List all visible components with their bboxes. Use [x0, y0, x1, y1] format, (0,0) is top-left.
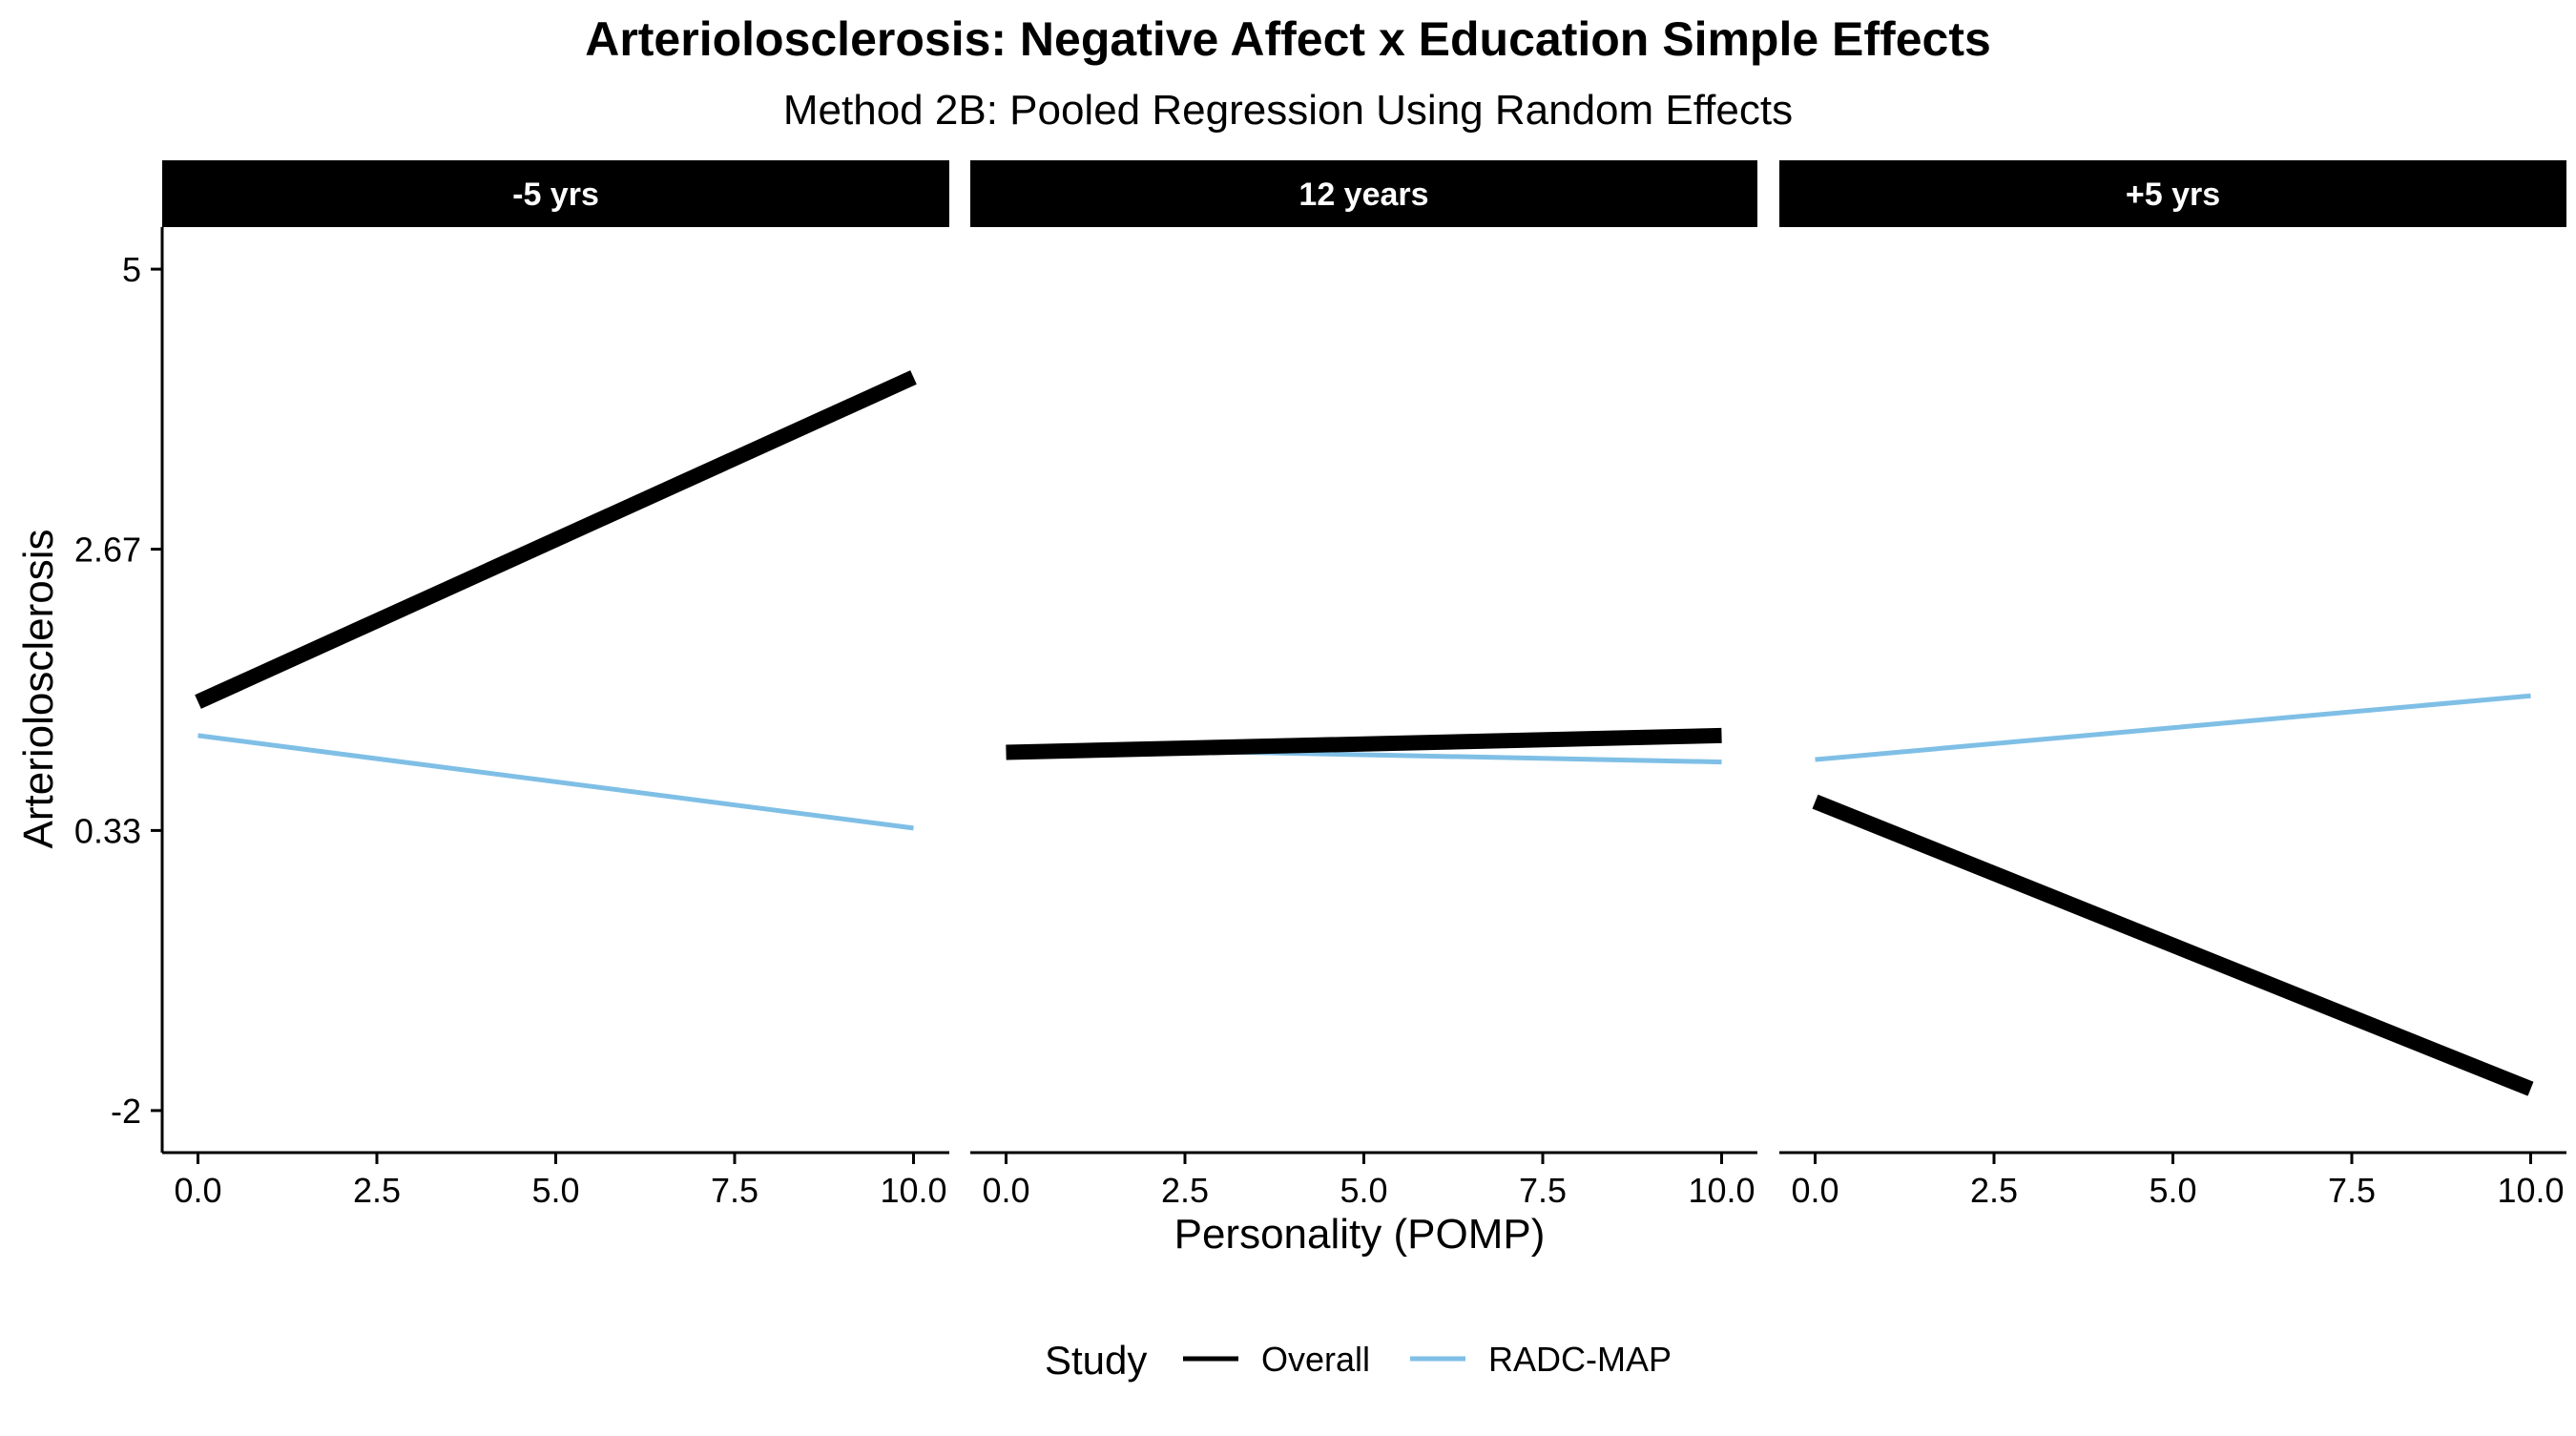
legend-entry-label: Overall [1261, 1340, 1370, 1379]
facet-strip-label: 12 years [1298, 177, 1428, 213]
y-axis-label: Arteriolosclerosis [15, 530, 62, 849]
x-tick-label: 0.0 [174, 1171, 221, 1210]
legend-entry-label: RADC-MAP [1488, 1340, 1672, 1379]
series-line-radc-map [197, 733, 914, 831]
series-line-radc-map [1815, 693, 2531, 762]
x-tick-label: 7.5 [2328, 1171, 2376, 1210]
y-tick-label: 5 [122, 250, 141, 289]
x-tick-label: 2.5 [1970, 1171, 2018, 1210]
legend-title: Study [1045, 1338, 1147, 1383]
y-tick-label: 2.67 [74, 531, 141, 570]
series-line-overall [195, 370, 917, 709]
y-tick-label: 0.33 [74, 811, 141, 850]
facet-strip-label: +5 yrs [2126, 177, 2220, 213]
x-tick-label: 7.5 [711, 1171, 758, 1210]
x-tick-label: 7.5 [1519, 1171, 1567, 1210]
facet-strip [162, 160, 949, 227]
x-tick-label: 5.0 [2149, 1171, 2196, 1210]
x-tick-label: 0.0 [1791, 1171, 1839, 1210]
x-tick-label: 0.0 [982, 1171, 1029, 1210]
facet-strip-label: -5 yrs [512, 177, 599, 213]
facet-panel: +5 yrs 0.0 2.5 5.0 7.5 10.0 [1779, 160, 2566, 1210]
x-tick-label: 10.0 [2497, 1171, 2564, 1210]
legend: Study Overall RADC-MAP [1045, 1338, 1672, 1383]
facet-strip [970, 160, 1757, 227]
chart-subtitle: Method 2B: Pooled Regression Using Rando… [783, 87, 1793, 134]
legend-entries: Overall RADC-MAP [1183, 1340, 1672, 1379]
facet-panel: 12 years 0.0 2.5 5.0 7.5 10.0 [970, 160, 1757, 1210]
chart-title: Arteriolosclerosis: Negative Affect x Ed… [585, 12, 1991, 66]
x-tick-label: 5.0 [1340, 1171, 1387, 1210]
facet-panel: -5 yrs 0.0 2.5 5.0 7.5 10.0 [162, 160, 949, 1210]
series-line-overall [1006, 727, 1722, 760]
x-tick-label: 10.0 [880, 1171, 946, 1210]
series-line-overall [1812, 794, 2534, 1096]
x-tick-label: 5.0 [531, 1171, 579, 1210]
y-tick-label: -2 [111, 1092, 141, 1131]
x-axis-label: Personality (POMP) [1174, 1211, 1546, 1258]
x-tick-label: 10.0 [1688, 1171, 1755, 1210]
facet-strip [1779, 160, 2566, 227]
x-tick-label: 2.5 [1161, 1171, 1209, 1210]
x-tick-label: 2.5 [353, 1171, 401, 1210]
